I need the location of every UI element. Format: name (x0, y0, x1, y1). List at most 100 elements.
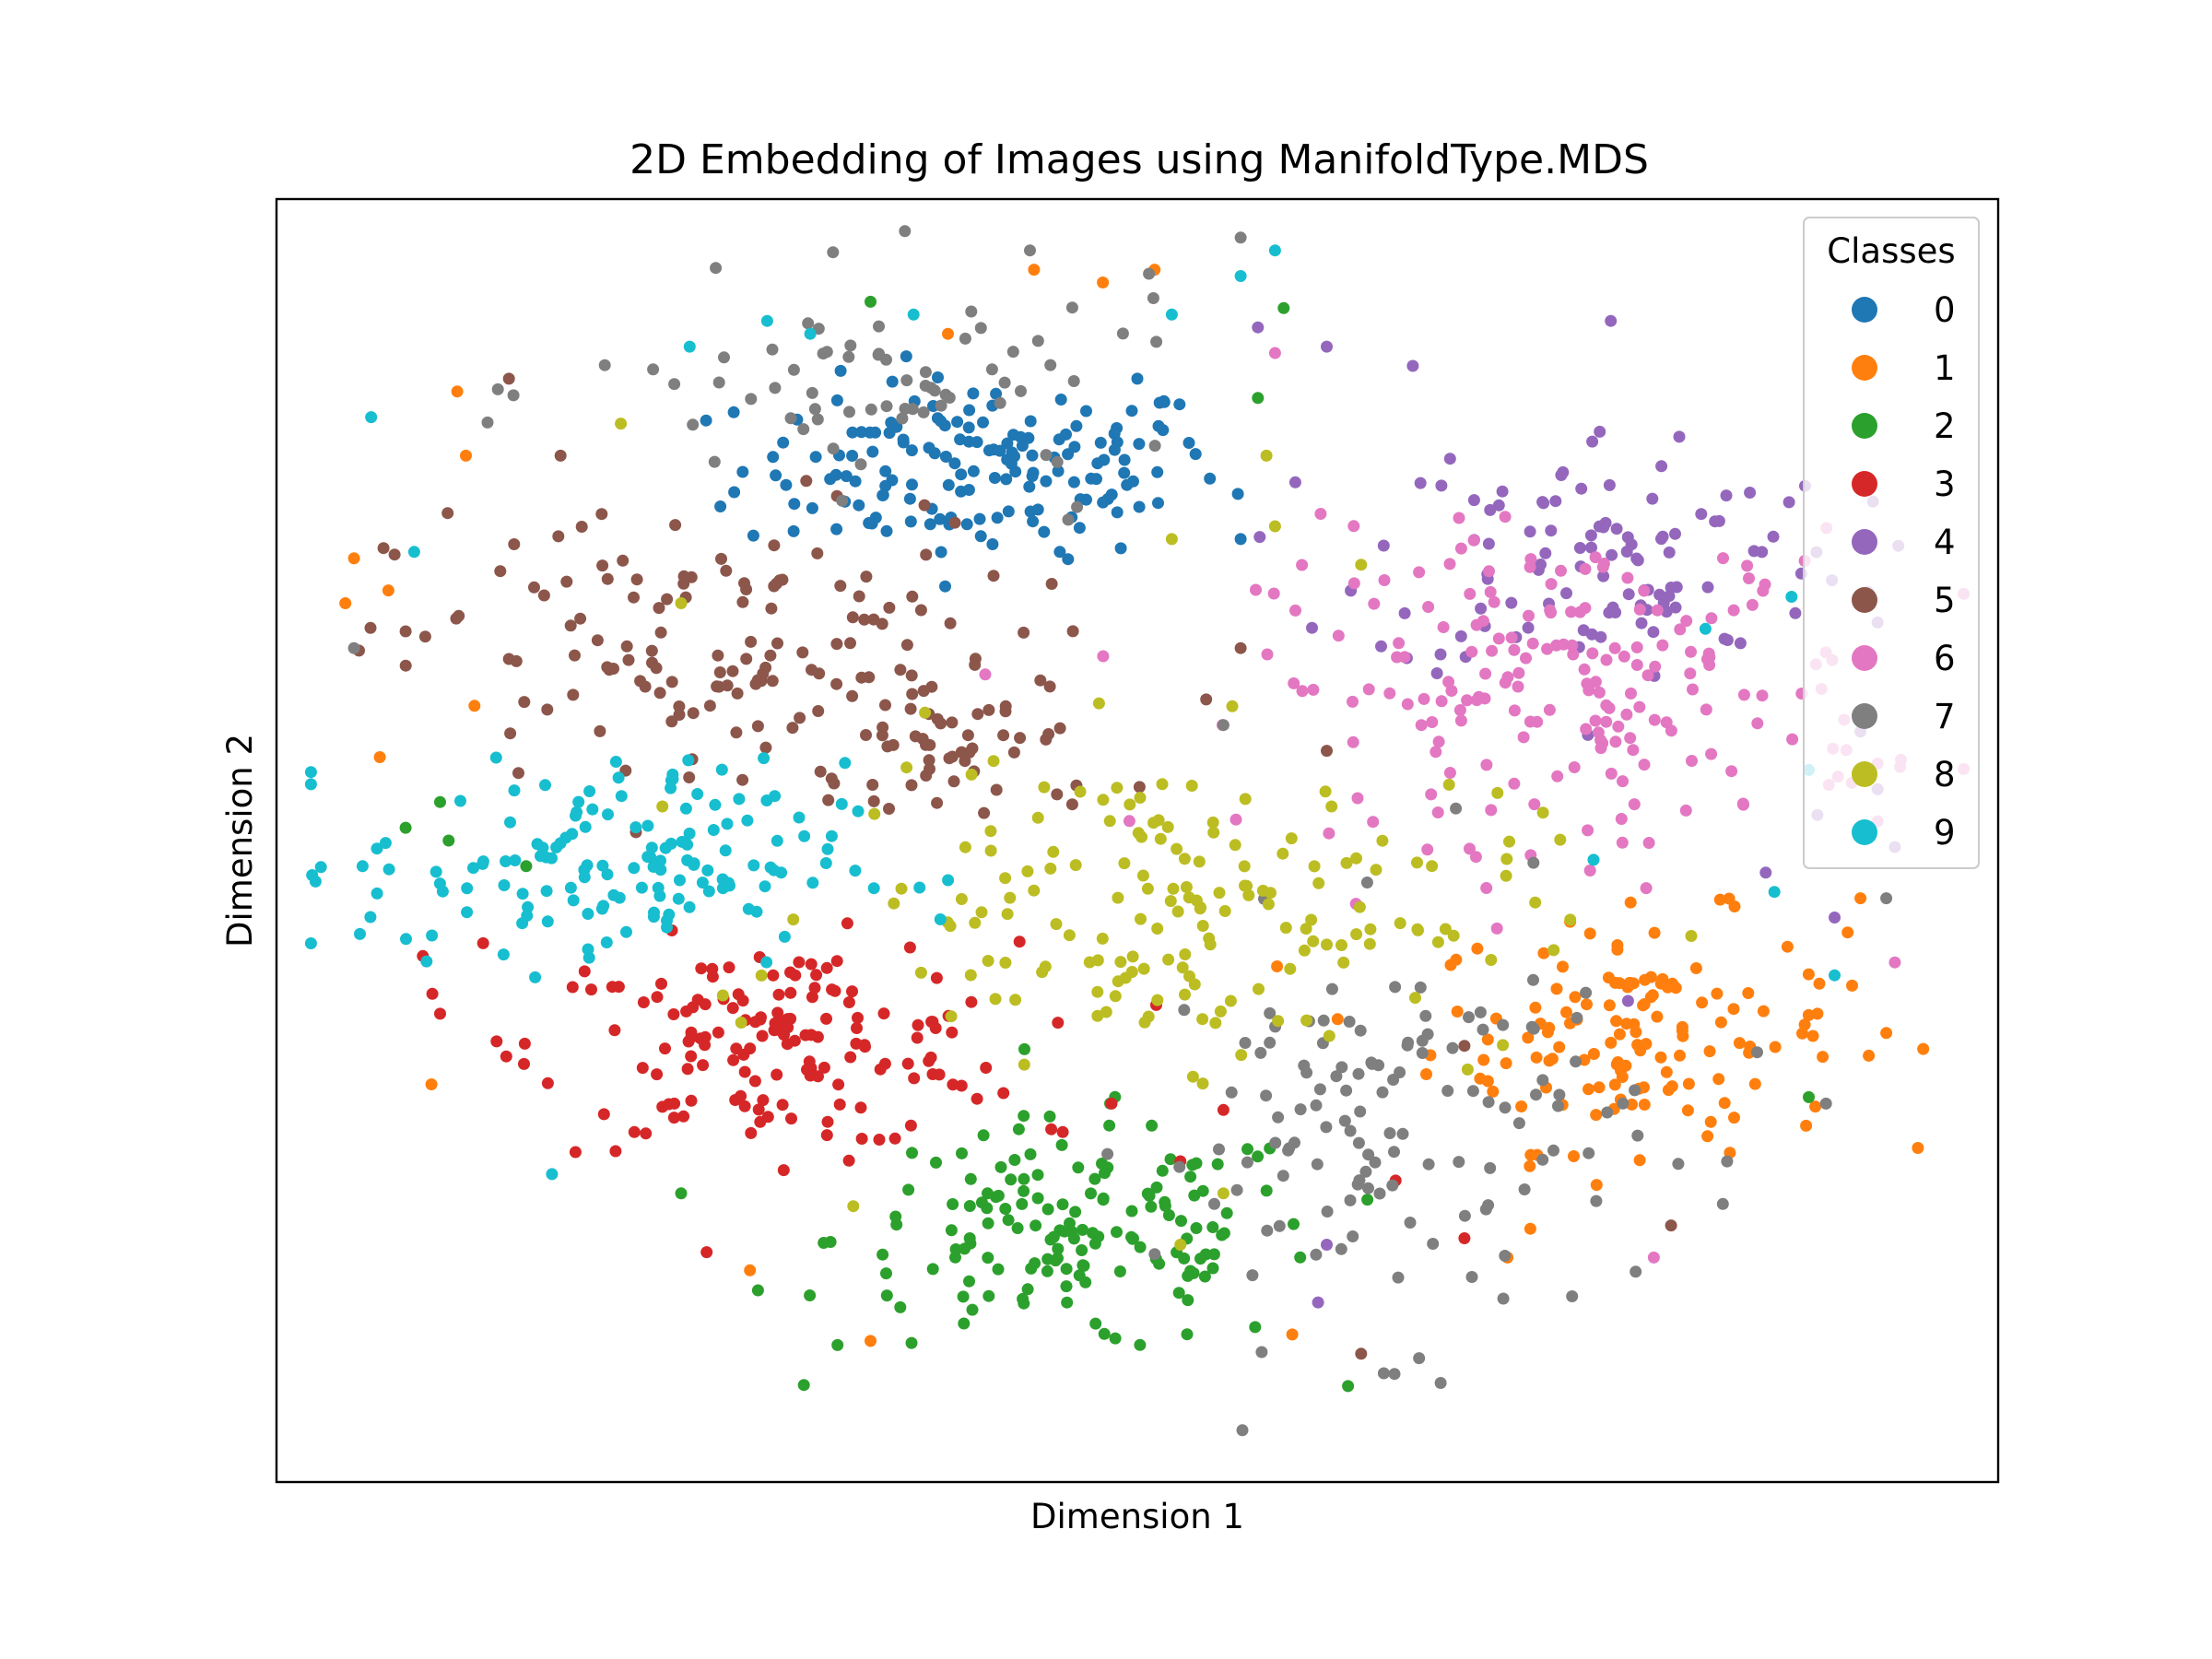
point-class-9 (1768, 886, 1781, 899)
point-class-8 (1009, 994, 1022, 1006)
point-class-5 (900, 639, 913, 652)
point-class-7 (787, 363, 800, 376)
point-class-8 (1300, 1014, 1313, 1027)
point-class-7 (1463, 1011, 1475, 1024)
point-class-7 (1313, 1083, 1326, 1096)
point-class-8 (1091, 985, 1104, 998)
point-class-0 (1125, 405, 1138, 418)
point-class-1 (1728, 1112, 1740, 1124)
point-class-6 (1512, 666, 1525, 679)
point-class-1 (1703, 1045, 1716, 1058)
point-class-3 (776, 1099, 789, 1112)
point-class-9 (724, 879, 735, 892)
point-class-3 (569, 1146, 582, 1159)
point-class-5 (1034, 674, 1047, 687)
point-class-8 (1442, 778, 1455, 791)
point-class-3 (1458, 1232, 1471, 1244)
point-class-0 (1026, 449, 1039, 462)
point-class-7 (1482, 1199, 1495, 1212)
point-class-8 (1083, 956, 1096, 969)
point-class-1 (1583, 1083, 1594, 1096)
point-class-1 (1524, 1159, 1536, 1172)
point-class-7 (1360, 877, 1373, 888)
point-class-1 (460, 449, 472, 462)
point-class-4 (1647, 626, 1660, 639)
point-class-6 (1685, 645, 1697, 658)
point-class-7 (491, 382, 504, 395)
point-class-7 (1527, 856, 1540, 869)
point-class-8 (787, 913, 800, 926)
point-class-0 (923, 441, 935, 454)
point-class-6 (1545, 606, 1558, 619)
point-class-3 (854, 1101, 867, 1114)
point-class-6 (1123, 815, 1135, 828)
point-class-7 (1465, 1271, 1478, 1283)
point-class-5 (1355, 1347, 1368, 1360)
point-class-6 (1786, 733, 1799, 746)
point-class-5 (917, 685, 930, 698)
point-class-5 (894, 664, 907, 677)
point-class-1 (1550, 982, 1563, 995)
point-class-7 (1536, 1153, 1549, 1166)
point-class-9 (742, 902, 755, 915)
point-class-6 (1628, 798, 1641, 811)
point-class-3 (771, 1006, 784, 1019)
point-class-0 (1097, 496, 1110, 509)
point-class-0 (951, 416, 964, 429)
legend-marker-2 (1852, 413, 1877, 439)
point-class-3 (597, 1108, 610, 1121)
point-class-6 (1422, 601, 1435, 613)
point-class-3 (805, 958, 818, 971)
point-class-7 (935, 399, 947, 412)
point-class-7 (647, 363, 660, 376)
point-class-2 (1072, 1161, 1085, 1174)
point-class-1 (1420, 1068, 1432, 1080)
point-class-5 (1053, 722, 1066, 735)
point-class-2 (1190, 1222, 1203, 1234)
point-class-3 (500, 1050, 512, 1063)
point-class-0 (994, 444, 1006, 457)
point-class-9 (628, 862, 641, 875)
point-class-5 (811, 547, 824, 559)
point-class-6 (1567, 648, 1580, 661)
legend-label-3: 3 (1934, 465, 1956, 504)
point-class-1 (1742, 987, 1755, 999)
point-class-5 (931, 796, 944, 809)
point-class-1 (1603, 999, 1616, 1012)
point-class-3 (1105, 1097, 1118, 1110)
point-class-2 (1060, 1280, 1073, 1293)
point-class-2 (1113, 1265, 1126, 1277)
point-class-3 (903, 941, 916, 954)
point-class-8 (1044, 862, 1057, 875)
point-class-8 (1268, 520, 1281, 533)
point-class-4 (1398, 606, 1411, 619)
point-class-6 (1467, 534, 1480, 547)
point-class-7 (1552, 1100, 1564, 1112)
point-class-7 (1553, 1088, 1566, 1101)
point-class-0 (1002, 505, 1015, 518)
point-class-4 (1734, 637, 1747, 650)
point-class-0 (1189, 448, 1202, 461)
point-class-5 (665, 715, 678, 728)
point-class-2 (1069, 1206, 1082, 1218)
point-class-8 (1337, 956, 1350, 969)
point-class-2 (1096, 1158, 1108, 1170)
point-class-2 (1294, 1251, 1307, 1264)
point-class-1 (1696, 996, 1709, 1009)
point-class-2 (1187, 1266, 1200, 1279)
point-class-6 (1589, 676, 1602, 688)
point-class-2 (1252, 392, 1265, 405)
point-class-7 (1347, 1230, 1359, 1242)
point-class-3 (695, 962, 708, 975)
point-class-8 (1138, 1016, 1151, 1029)
point-class-0 (1060, 428, 1072, 441)
point-class-2 (1220, 1206, 1233, 1219)
point-class-7 (1264, 1036, 1277, 1049)
point-class-3 (997, 1087, 1010, 1100)
point-class-8 (1370, 864, 1382, 877)
legend-box (1803, 217, 1980, 869)
point-class-5 (966, 742, 979, 755)
point-class-2 (1260, 1184, 1273, 1197)
point-class-3 (771, 1068, 783, 1081)
point-class-8 (1554, 833, 1567, 846)
